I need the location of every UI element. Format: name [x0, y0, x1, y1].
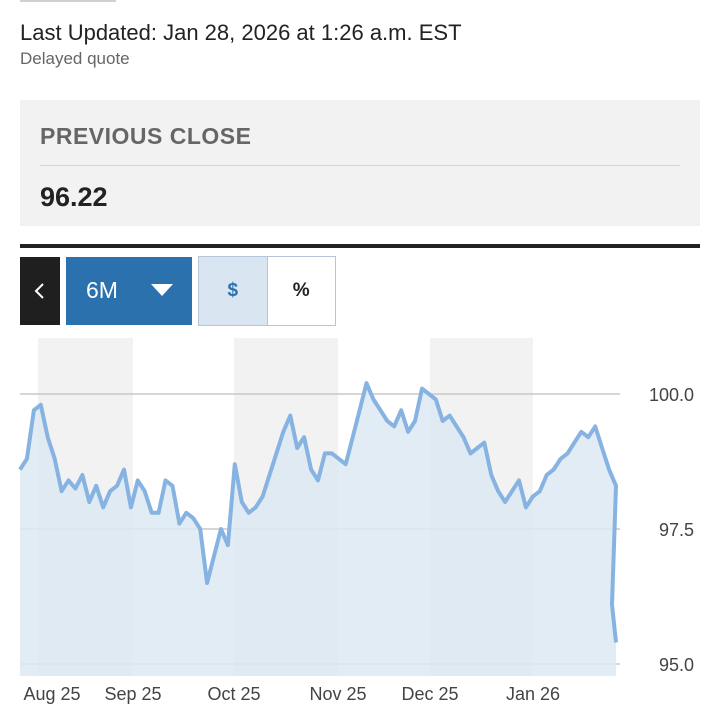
previous-close-divider: [40, 165, 680, 166]
toggle-percent-button[interactable]: %: [267, 257, 335, 325]
delayed-quote-label: Delayed quote: [20, 49, 130, 68]
caret-down-icon: [151, 284, 173, 296]
time-range-label: 6M: [86, 277, 118, 303]
x-tick-label: Aug 25: [23, 684, 80, 704]
y-tick-label: 100.0: [649, 385, 694, 405]
x-tick-label: Sep 25: [104, 684, 161, 704]
last-updated-text: Last Updated: Jan 28, 2026 at 1:26 a.m. …: [20, 20, 462, 45]
chart-top-rule: [20, 244, 700, 248]
x-tick-label: Nov 25: [309, 684, 366, 704]
y-tick-label: 95.0: [659, 655, 694, 675]
price-area-fill: [20, 383, 616, 676]
toggle-dollar-button[interactable]: $: [199, 257, 268, 325]
chart-back-button[interactable]: [20, 257, 60, 325]
top-divider: [20, 0, 116, 2]
price-chart: 100.0 97.5 95.0 Aug 25 Sep 25 Oct 25 Nov 25 De…: [18, 338, 694, 704]
x-tick-label: Dec 25: [401, 684, 458, 704]
previous-close-value: 96.22: [40, 182, 108, 212]
time-range-dropdown[interactable]: 6M: [66, 257, 192, 325]
value-mode-toggle: $ %: [198, 256, 336, 326]
previous-close-label: PREVIOUS CLOSE: [40, 123, 252, 149]
previous-close-panel: PREVIOUS CLOSE 96.22: [20, 100, 700, 226]
chevron-left-icon: [34, 283, 44, 299]
x-tick-label: Jan 26: [506, 684, 560, 704]
x-tick-label: Oct 25: [207, 684, 260, 704]
price-line: [18, 381, 618, 643]
y-tick-label: 97.5: [659, 520, 694, 540]
